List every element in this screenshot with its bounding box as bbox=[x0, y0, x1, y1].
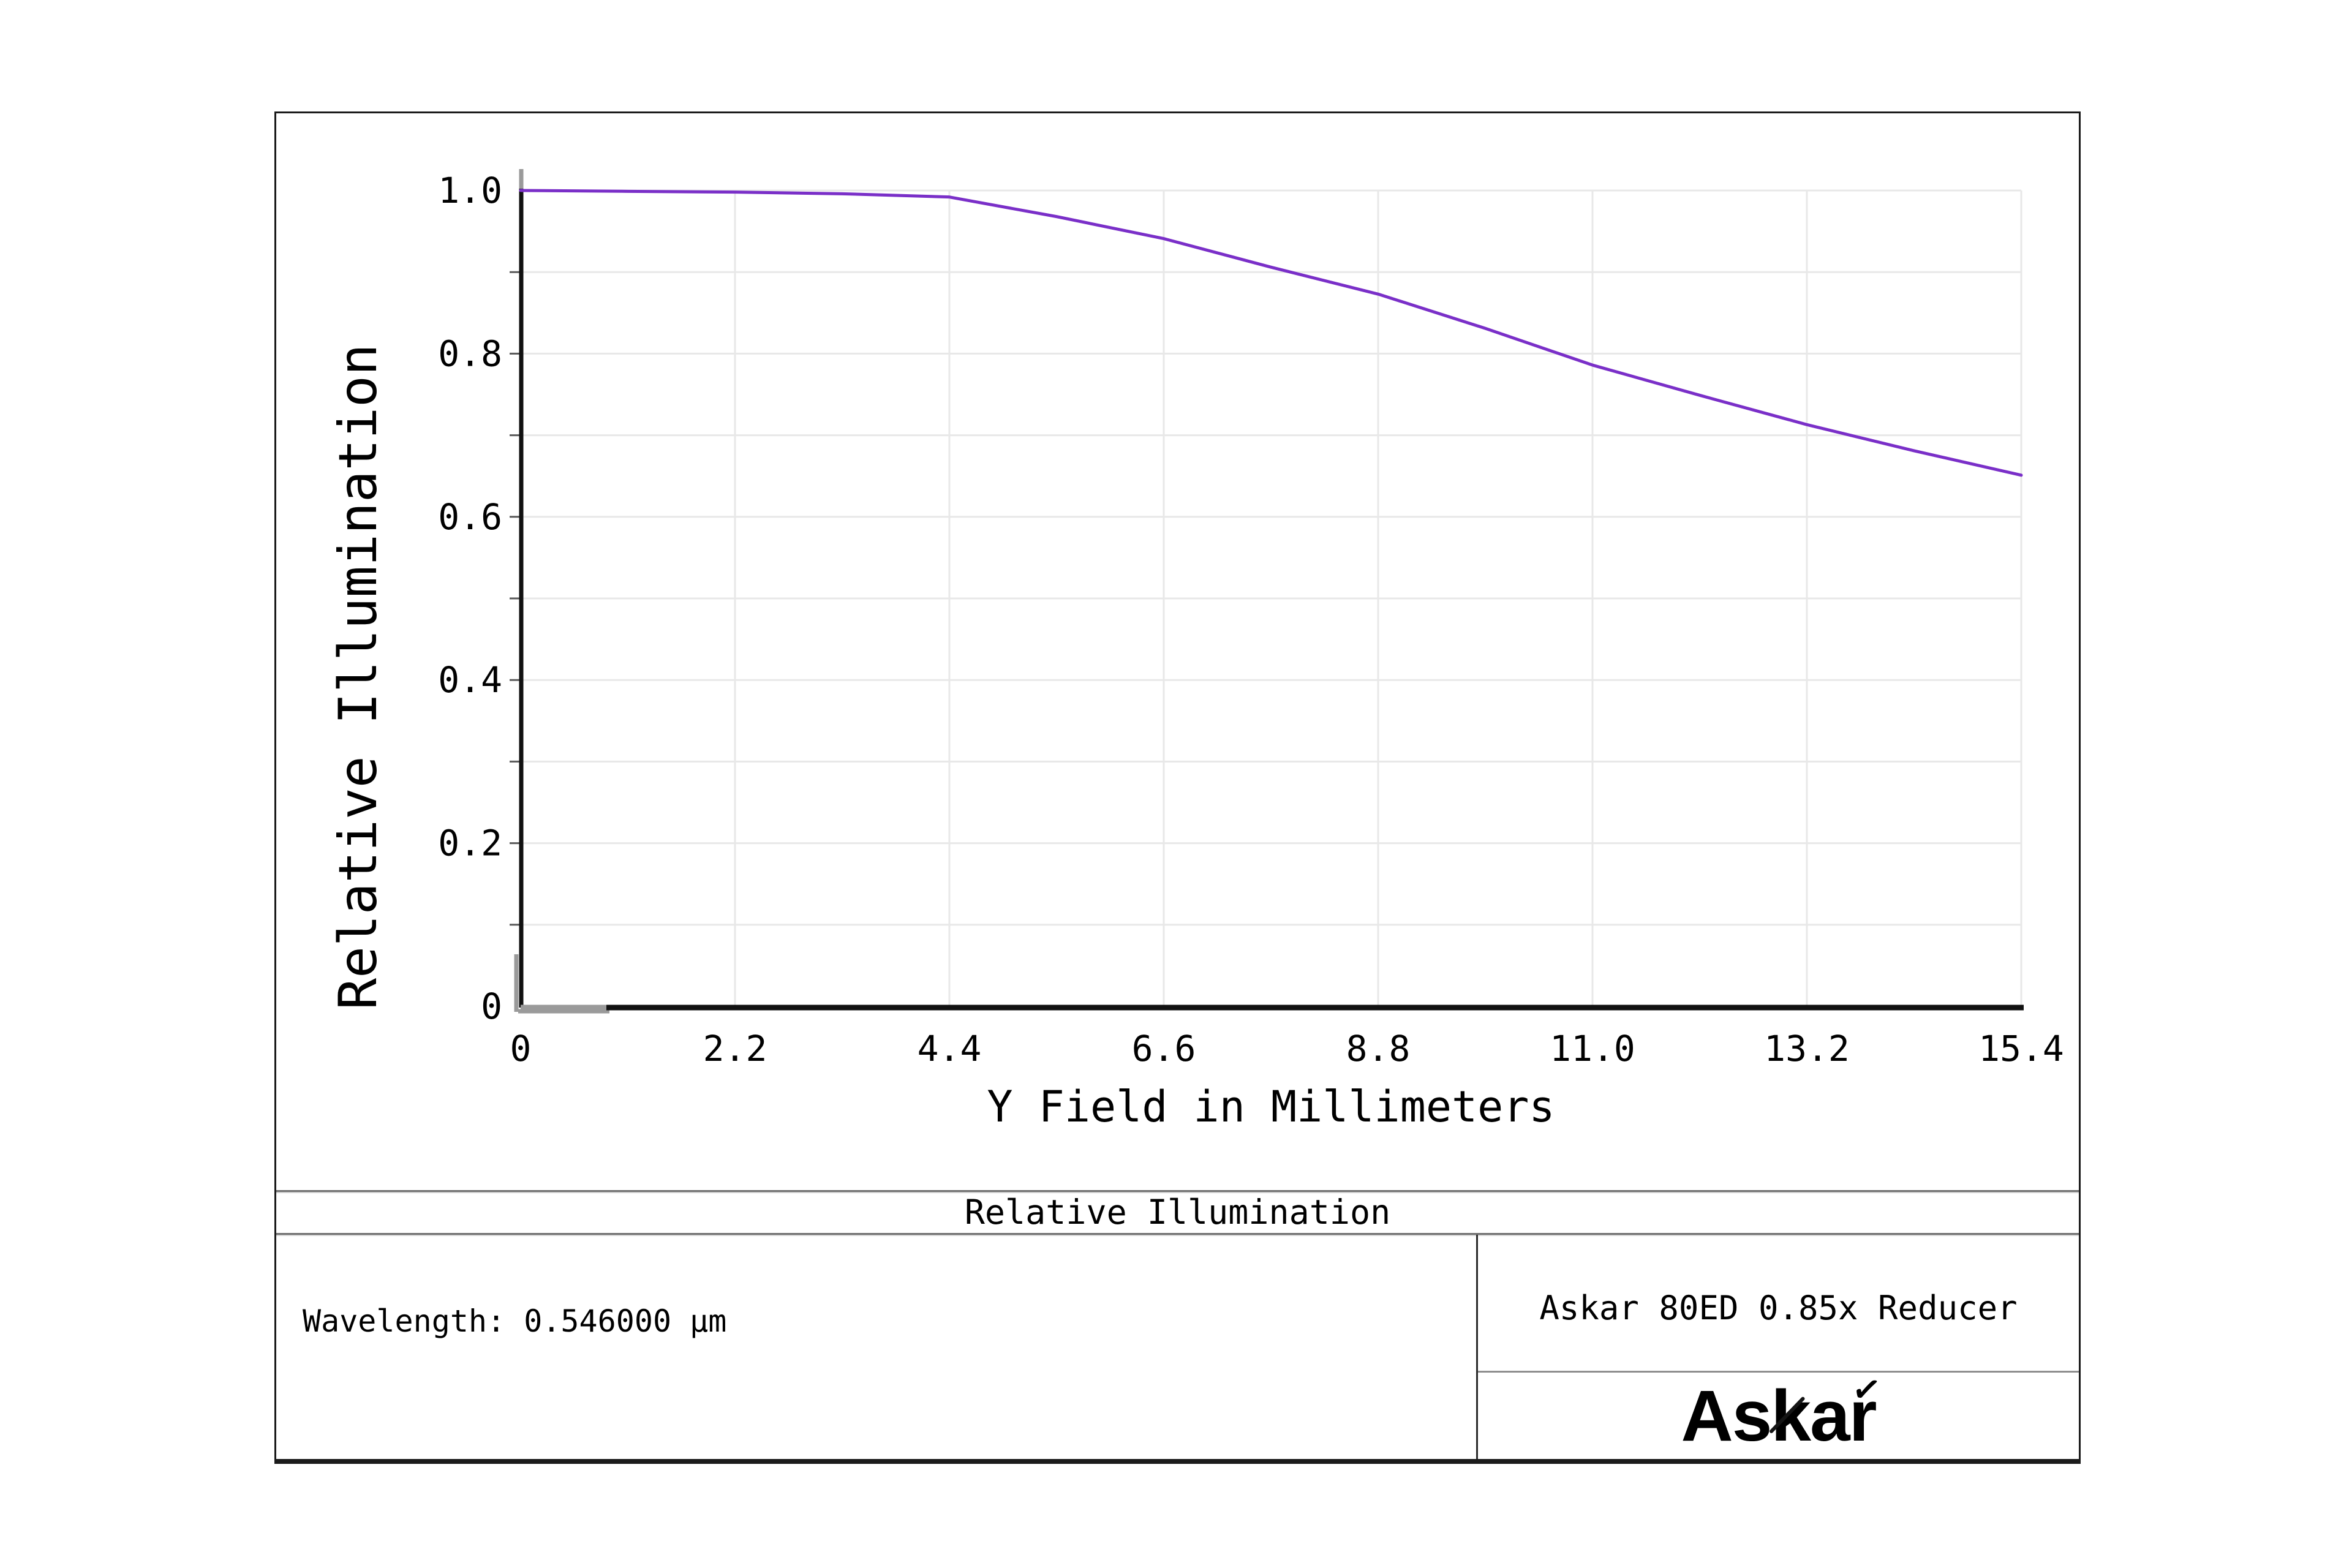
x-tick-label: 8.8 bbox=[1346, 1028, 1411, 1069]
title-bar-bottom-divider bbox=[276, 1233, 2079, 1236]
x-tick-label: 4.4 bbox=[918, 1028, 982, 1069]
y-axis-title: Relative Illumination bbox=[328, 344, 389, 1010]
y-tick-label: 0.4 bbox=[438, 659, 502, 701]
figure-frame bbox=[274, 111, 2081, 1464]
logo-check-icon: ✓ bbox=[1849, 1368, 1884, 1411]
y-tick-label: 1.0 bbox=[438, 170, 502, 211]
y-tick-label: 0 bbox=[481, 986, 502, 1027]
x-tick-label: 2.2 bbox=[703, 1028, 767, 1069]
x-tick-label: 6.6 bbox=[1132, 1028, 1196, 1069]
askar-logo: Askar bbox=[1681, 1375, 1877, 1457]
illumination-curve bbox=[519, 189, 2023, 477]
logo-cell: Askar bbox=[1478, 1373, 2079, 1459]
y-tick-label: 0.8 bbox=[438, 333, 502, 374]
panel-vertical-divider bbox=[1476, 1235, 1478, 1459]
project-name: Askar 80ED 0.85x Reducer bbox=[1539, 1289, 2018, 1327]
y-tick-label: 0.6 bbox=[438, 496, 502, 538]
x-tick-label: 0 bbox=[510, 1028, 532, 1069]
chart-title: Relative Illumination bbox=[964, 1193, 1391, 1232]
wavelength-annotation: Wavelength: 0.546000 µm bbox=[303, 1303, 727, 1339]
title-bar-top-divider bbox=[276, 1190, 2079, 1193]
x-tick-label: 15.4 bbox=[1978, 1028, 2064, 1069]
x-tick-label: 13.2 bbox=[1764, 1028, 1850, 1069]
panel-horizontal-divider bbox=[1478, 1371, 2079, 1373]
y-tick-label: 0.2 bbox=[438, 823, 502, 864]
x-tick-label: 11.0 bbox=[1550, 1028, 1635, 1069]
x-axis-title: Y Field in Millimeters bbox=[987, 1082, 1555, 1132]
